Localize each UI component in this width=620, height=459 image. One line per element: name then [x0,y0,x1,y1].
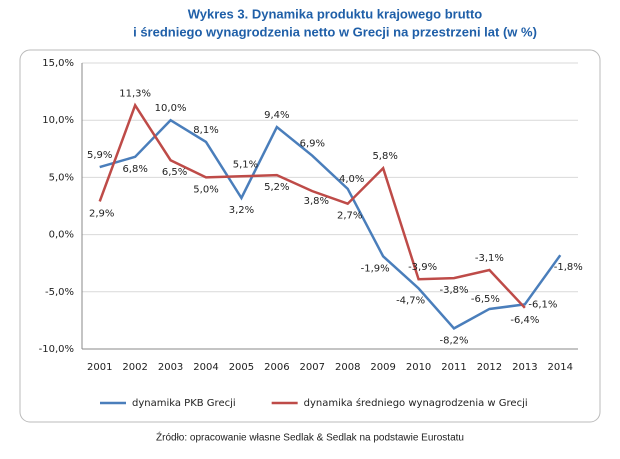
data-label: 5,8% [372,151,397,162]
source: Źródło: opracowanie własne Sedlak & Sedl… [156,431,464,444]
x-tick-label: 2011 [441,362,466,373]
x-tick-label: 2003 [158,362,183,373]
data-label: -3,9% [408,262,437,273]
data-label: -1,9% [361,263,390,274]
x-tick-label: 2006 [264,362,289,373]
data-label: 4,0% [339,174,364,185]
data-label: 5,2% [264,182,289,193]
data-label: 9,4% [264,110,289,121]
data-label: -6,4% [510,315,539,326]
data-label: -1,8% [554,262,583,273]
series-line [99,118,562,330]
series-line [98,102,526,309]
data-label: -8,2% [439,335,468,346]
x-tick-label: 2012 [477,362,502,373]
legend-label: dynamika PKB Grecji [132,398,236,409]
data-label: 6,8% [122,164,147,175]
y-tick-label: -5,0% [45,287,74,298]
y-tick-label: 5,0% [49,172,74,183]
data-label: 6,9% [300,139,325,150]
y-tick-label: 15,0% [42,58,74,69]
y-tick-label: 10,0% [42,115,74,126]
data-label: -3,8% [439,285,468,296]
data-label: 10,0% [155,103,187,114]
data-label: 8,1% [193,125,218,136]
data-label: 3,2% [229,205,254,216]
x-tick-label: 2008 [335,362,360,373]
chart-title: Wykres 3. Dynamika produktu krajowego br… [188,6,483,21]
data-label: 2,7% [337,211,362,222]
x-tick-label: 2013 [512,362,537,373]
x-tick-label: 2014 [548,362,573,373]
data-label: 6,5% [162,167,187,178]
x-tick-label: 2005 [229,362,254,373]
x-tick-label: 2009 [370,362,395,373]
y-tick-label: 0,0% [49,230,74,241]
data-label: 3,8% [304,196,329,207]
y-tick-label: -10,0% [39,344,74,355]
data-label: 5,1% [233,159,258,170]
data-label: -3,1% [475,253,504,264]
x-tick-label: 2004 [193,362,218,373]
data-label: 5,0% [193,184,218,195]
data-label: 2,9% [89,208,114,219]
x-tick-label: 2001 [87,362,112,373]
data-label: -6,5% [471,294,500,305]
data-label: 11,3% [119,88,151,99]
x-tick-label: 2010 [406,362,431,373]
data-label: -6,1% [528,299,557,310]
chart-subtitle: i średniego wynagrodzenia netto w Grecji… [133,24,537,39]
data-label: -4,7% [396,295,425,306]
x-tick-label: 2007 [300,362,325,373]
legend-label: dynamika średniego wynagrodzenia w Grecj… [304,397,528,409]
x-tick-label: 2002 [122,362,147,373]
data-label: 5,9% [87,150,112,161]
